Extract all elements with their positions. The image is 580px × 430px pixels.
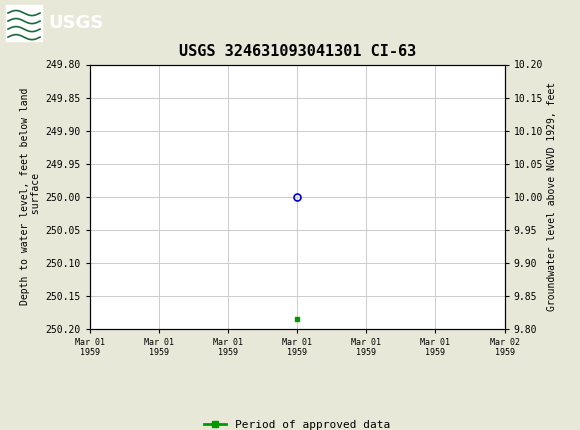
Title: USGS 324631093041301 CI-63: USGS 324631093041301 CI-63 (179, 44, 416, 59)
Y-axis label: Depth to water level, feet below land
 surface: Depth to water level, feet below land su… (20, 88, 41, 305)
Legend: Period of approved data: Period of approved data (200, 415, 395, 430)
Text: USGS: USGS (48, 14, 103, 32)
Bar (6, 5, 42, 41)
Y-axis label: Groundwater level above NGVD 1929, feet: Groundwater level above NGVD 1929, feet (547, 82, 557, 311)
